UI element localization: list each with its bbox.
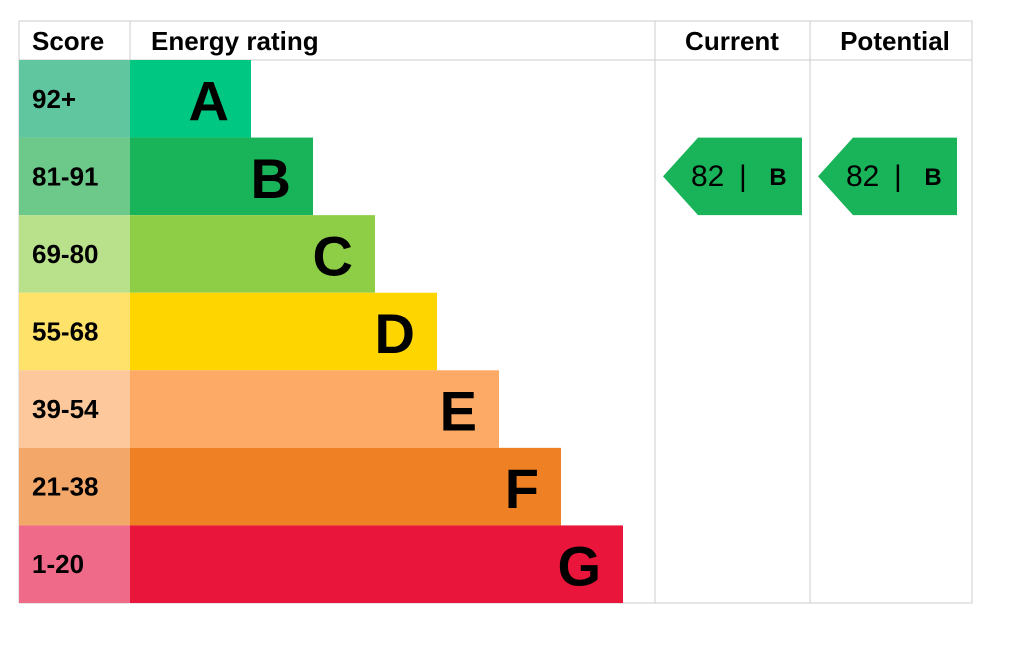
header-current: Current [685,26,779,56]
current-letter: B [769,164,786,191]
rating-letter: E [440,380,477,443]
score-range: 21-38 [32,472,99,502]
score-cell [19,215,130,293]
score-cell [19,525,130,603]
score-range: 1-20 [32,549,84,579]
score-cell [19,447,130,526]
current-score: 82 [691,160,724,193]
header-rating: Energy rating [151,26,319,56]
score-cell [19,292,130,371]
score-cell [19,370,130,448]
rating-letter: C [313,224,353,287]
rating-bar [130,292,437,371]
rating-letter: F [505,457,539,520]
current-separator: | [739,160,747,193]
header-score: Score [32,26,104,56]
potential-arrow [818,137,957,216]
current-arrow [663,137,802,216]
rating-letter: D [375,302,415,365]
potential-separator: | [894,160,902,193]
potential-letter: B [924,164,941,191]
rating-bar [130,137,313,216]
rating-bar [130,447,561,526]
rating-bar [130,215,375,293]
score-range: 55-68 [32,317,99,347]
rating-bar [130,525,623,603]
rating-letter: A [189,69,229,132]
score-range: 69-80 [32,239,99,269]
score-cell [19,60,130,138]
potential-score: 82 [846,160,879,193]
score-range: 39-54 [32,394,99,424]
rating-letter: G [557,535,601,598]
rating-bar [130,60,251,138]
rating-letter: B [251,147,291,210]
score-cell [19,137,130,216]
score-range: 81-91 [32,161,99,191]
header-potential: Potential [840,26,950,56]
rating-bar [130,370,499,448]
score-range: 92+ [32,84,76,114]
